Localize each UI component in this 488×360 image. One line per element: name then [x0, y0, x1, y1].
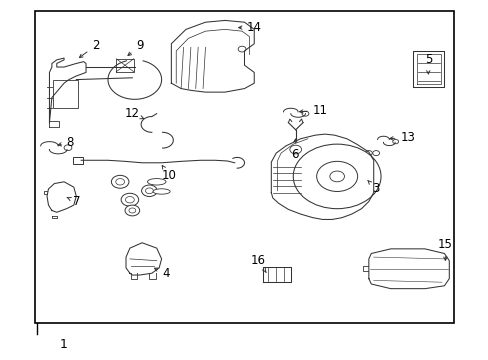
- Text: 15: 15: [437, 238, 452, 260]
- Circle shape: [121, 193, 139, 206]
- Text: 14: 14: [238, 21, 261, 34]
- Text: 1: 1: [60, 338, 68, 351]
- Text: 4: 4: [154, 267, 170, 280]
- Bar: [53, 80, 78, 108]
- Circle shape: [316, 161, 357, 192]
- Circle shape: [125, 197, 134, 203]
- Circle shape: [142, 185, 157, 197]
- Text: 11: 11: [299, 104, 327, 117]
- Ellipse shape: [147, 179, 165, 185]
- Circle shape: [129, 208, 136, 213]
- Circle shape: [111, 175, 129, 188]
- Circle shape: [329, 171, 344, 182]
- Circle shape: [116, 179, 124, 185]
- Circle shape: [302, 111, 308, 116]
- Text: 9: 9: [128, 39, 143, 55]
- Text: 6: 6: [290, 139, 298, 161]
- Text: 3: 3: [367, 180, 379, 195]
- Bar: [73, 157, 82, 164]
- Circle shape: [365, 150, 371, 156]
- Text: 13: 13: [389, 131, 414, 144]
- Circle shape: [293, 144, 380, 209]
- Bar: [35, 12, 453, 323]
- Text: 10: 10: [161, 166, 176, 182]
- Circle shape: [289, 145, 301, 154]
- Text: 12: 12: [124, 107, 143, 120]
- Circle shape: [238, 46, 245, 52]
- Circle shape: [145, 188, 153, 194]
- Text: 8: 8: [58, 136, 74, 149]
- Ellipse shape: [153, 189, 170, 194]
- Circle shape: [372, 150, 379, 156]
- Circle shape: [392, 139, 398, 144]
- Text: 2: 2: [79, 39, 100, 58]
- Text: 5: 5: [424, 53, 431, 74]
- Text: 7: 7: [67, 195, 80, 208]
- Circle shape: [64, 145, 72, 150]
- Text: 16: 16: [250, 254, 265, 272]
- Circle shape: [125, 205, 140, 216]
